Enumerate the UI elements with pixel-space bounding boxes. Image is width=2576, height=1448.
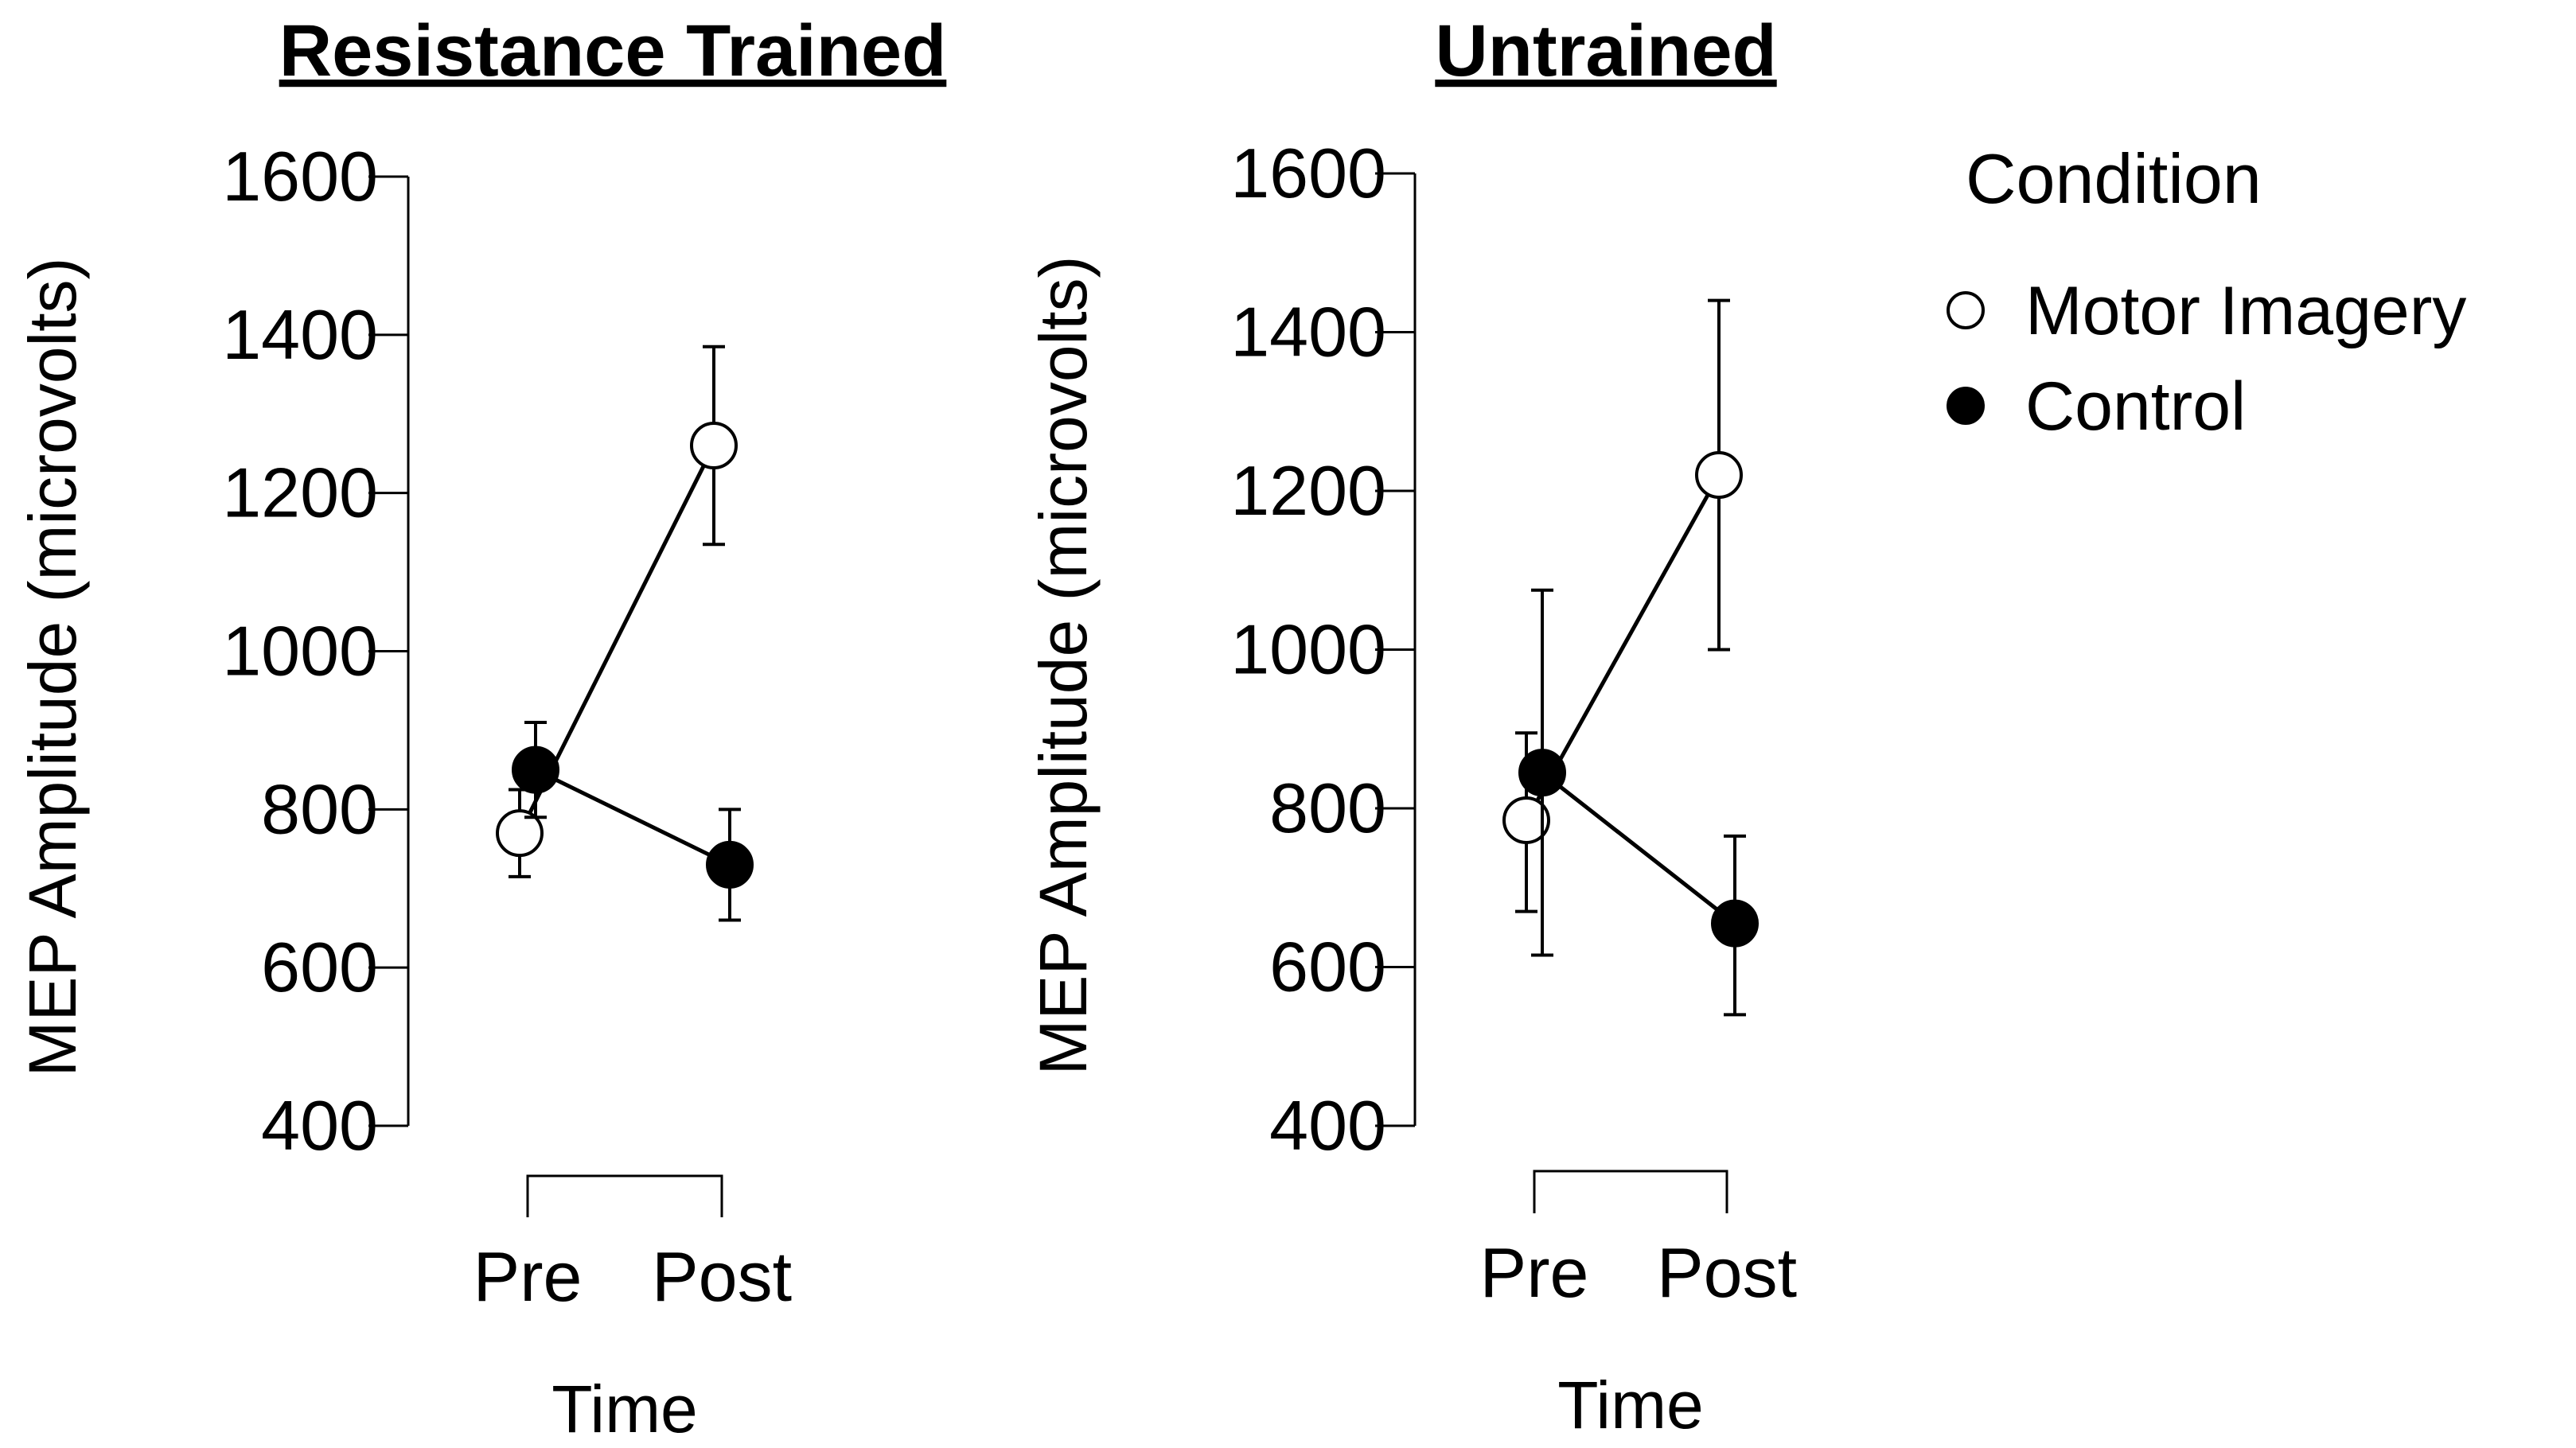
point-motor-imagery-pre xyxy=(496,809,544,858)
x-tick-label: Post xyxy=(1657,1233,1797,1312)
y-tick-label: 1600 xyxy=(1230,134,1386,212)
x-tick-label: Pre xyxy=(1480,1233,1589,1312)
y-tick-label: 1400 xyxy=(222,295,378,374)
legend-motor-imagery-marker xyxy=(1947,291,1985,329)
y-tick-label: 1400 xyxy=(1230,293,1386,372)
panel-title: Untrained xyxy=(1435,10,1776,91)
x-tick-label: Post xyxy=(652,1237,792,1316)
legend-title: Condition xyxy=(1966,139,2262,218)
point-control-post xyxy=(1711,899,1759,948)
legend-motor-imagery-label: Motor Imagery xyxy=(2025,273,2466,349)
y-axis-title: MEP Amplitude (microvolts) xyxy=(15,257,90,1076)
y-tick-label: 800 xyxy=(261,769,378,848)
point-control-pre xyxy=(512,745,559,794)
x-axis-bracket xyxy=(1533,1170,1728,1213)
y-tick-label: 800 xyxy=(1269,769,1386,847)
point-control-post xyxy=(706,840,754,889)
legend-control-label: Control xyxy=(2025,368,2246,445)
x-axis-title: Time xyxy=(1557,1368,1704,1442)
point-motor-imagery-pre xyxy=(1502,796,1550,844)
y-tick-label: 1000 xyxy=(1230,610,1386,689)
point-control-pre xyxy=(1518,749,1566,797)
y-tick-label: 1600 xyxy=(222,137,378,216)
panel-resistance-trained: Resistance Trained 400 600 800 1000 1200 1400 1… xyxy=(15,10,946,1446)
x-axis-bracket xyxy=(526,1174,723,1217)
y-tick-label: 400 xyxy=(1269,1086,1386,1165)
panel-title: Resistance Trained xyxy=(279,10,947,91)
y-tick-label: 1200 xyxy=(222,453,378,532)
y-tick-label: 600 xyxy=(1269,928,1386,1006)
series-line-control xyxy=(1541,771,1736,925)
series-line-control xyxy=(534,768,731,867)
x-tick-label: Pre xyxy=(474,1237,583,1316)
panel-untrained: Untrained 400 600 800 1000 1200 1400 1600 MEP Am… xyxy=(1026,10,1797,1442)
legend: Condition Motor Imagery Control xyxy=(1947,139,2466,445)
y-tick-label: 400 xyxy=(261,1086,378,1165)
point-motor-imagery-post xyxy=(690,422,738,470)
y-tick-label: 1200 xyxy=(1230,451,1386,530)
y-axis-title: MEP Amplitude (microvolts) xyxy=(1026,255,1101,1075)
point-motor-imagery-post xyxy=(1695,451,1743,500)
x-axis-title: Time xyxy=(551,1372,698,1446)
y-tick-label: 1000 xyxy=(222,612,378,691)
y-tick-label: 600 xyxy=(261,928,378,1006)
legend-control-marker xyxy=(1947,387,1985,425)
